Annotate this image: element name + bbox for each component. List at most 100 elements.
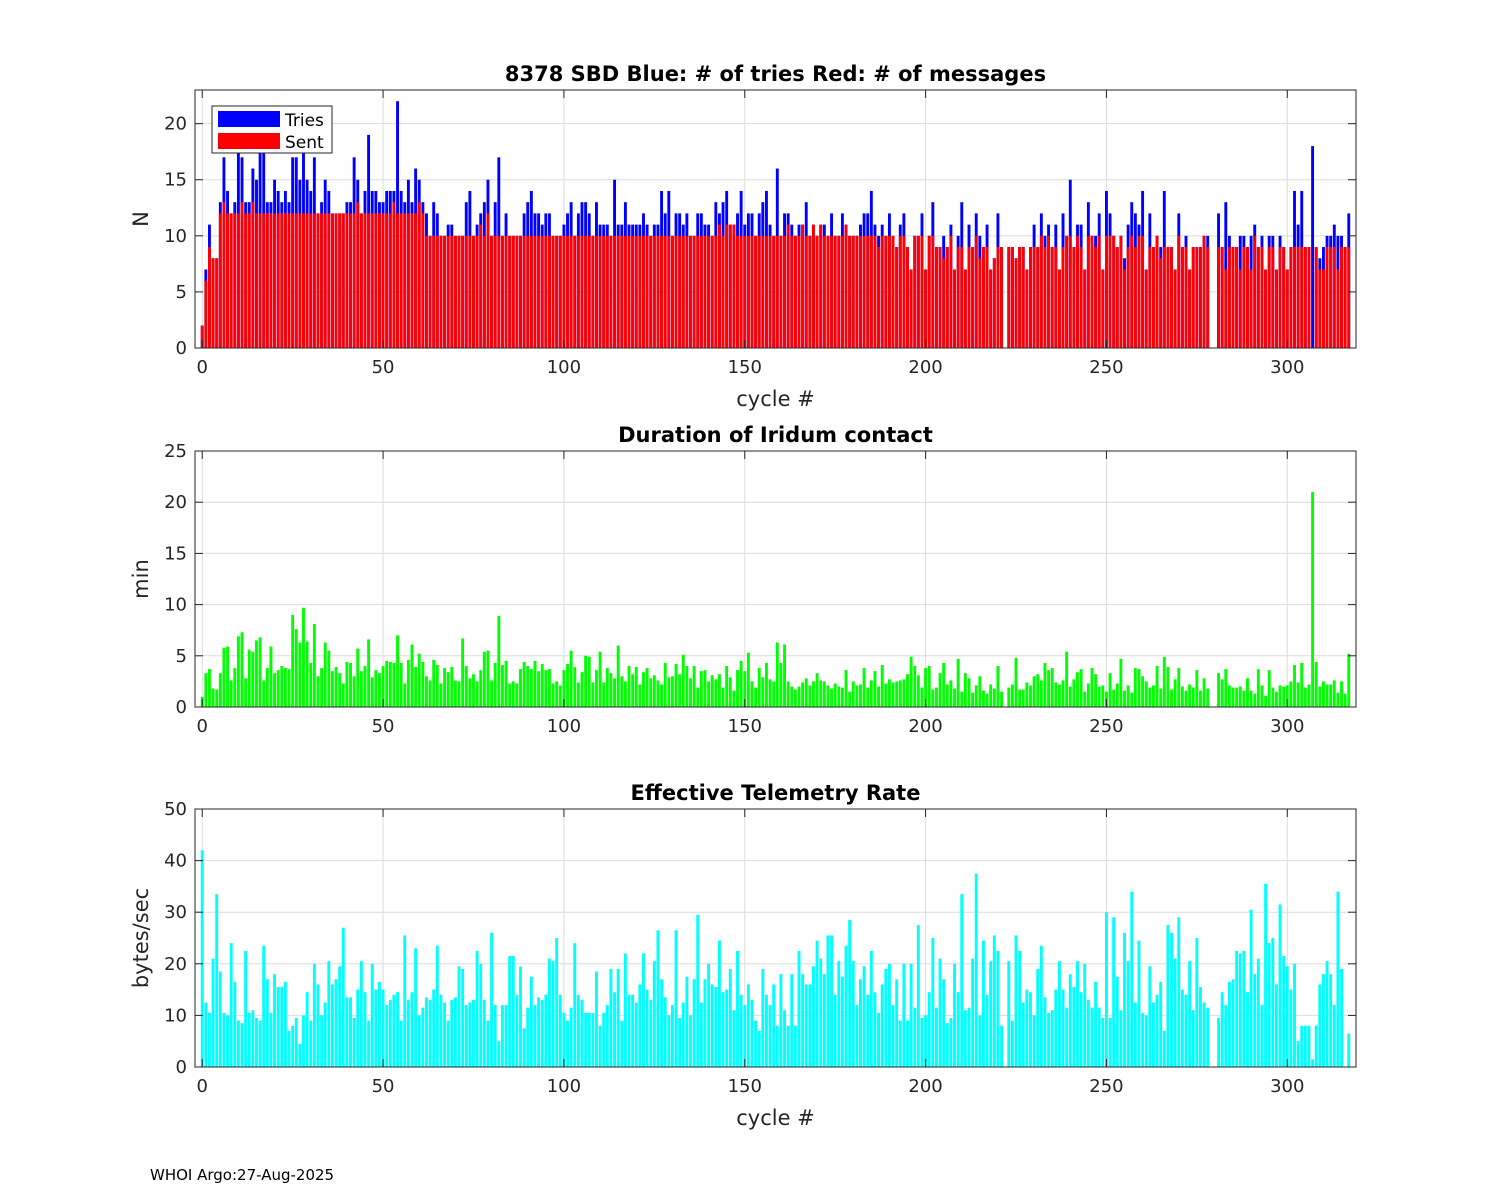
bar-sent xyxy=(1289,247,1293,348)
bar-duration xyxy=(938,673,942,707)
bar-sent xyxy=(1119,235,1123,348)
bar-sent xyxy=(689,235,692,348)
bar-duration xyxy=(721,687,725,707)
bar-duration xyxy=(949,680,953,707)
bar-duration xyxy=(443,668,447,707)
bar-sent xyxy=(468,235,472,348)
bar-rate xyxy=(848,919,852,1067)
bar-rate xyxy=(830,935,834,1067)
bar-sent xyxy=(1115,247,1119,348)
bar-sent xyxy=(1191,247,1195,348)
bar-sent xyxy=(1155,235,1159,348)
bar-rate xyxy=(280,987,284,1067)
bar-rate xyxy=(320,1015,324,1067)
bar-duration xyxy=(765,662,768,707)
bar-duration xyxy=(544,670,548,707)
bar-rate xyxy=(743,1005,747,1067)
bar-sent xyxy=(392,202,396,348)
bar-rate xyxy=(996,950,1000,1067)
bar-sent xyxy=(1014,258,1018,348)
x-tick-label: 150 xyxy=(728,357,762,378)
bar-rate xyxy=(1271,938,1275,1067)
bar-rate xyxy=(1141,1012,1145,1067)
bar-sent xyxy=(1307,247,1311,348)
bar-sent xyxy=(1032,247,1036,348)
bar-rate xyxy=(1307,1025,1311,1067)
bar-duration xyxy=(388,661,392,707)
bar-rate xyxy=(1130,891,1134,1067)
bar-sent xyxy=(620,235,624,348)
bar-duration xyxy=(555,681,559,707)
bar-sent xyxy=(967,247,971,348)
bar-sent xyxy=(931,235,935,348)
bar-sent xyxy=(479,224,483,348)
bar-sent xyxy=(793,235,797,348)
bar-rate xyxy=(844,945,848,1067)
bar-rate xyxy=(551,961,555,1067)
bar-rate xyxy=(678,1017,682,1067)
bar-sent xyxy=(345,213,349,348)
bar-sent xyxy=(229,213,233,348)
bar-sent xyxy=(1137,235,1141,348)
bar-sent xyxy=(1057,269,1061,348)
bar-rate xyxy=(330,984,334,1067)
bar-rate xyxy=(276,987,280,1067)
bar-duration xyxy=(1039,680,1043,707)
bar-rate xyxy=(457,966,461,1067)
bar-sent xyxy=(425,235,428,348)
bar-sent xyxy=(913,235,917,348)
bar-sent xyxy=(1231,247,1235,348)
bar-duration xyxy=(710,675,714,707)
bar-duration xyxy=(725,666,729,707)
bar-duration xyxy=(1282,686,1286,707)
bar-rate xyxy=(1021,1002,1025,1067)
bar-sent xyxy=(945,247,949,348)
bar-rate xyxy=(710,984,714,1067)
bar-rate xyxy=(1090,1007,1094,1067)
bar-sent xyxy=(627,235,631,348)
bar-sent xyxy=(1188,269,1192,348)
bar-duration xyxy=(750,681,754,707)
bar-rate xyxy=(1126,961,1130,1067)
bar-duration xyxy=(432,659,436,707)
bar-duration xyxy=(291,614,295,707)
bar-sent xyxy=(316,213,320,348)
bar-sent xyxy=(819,224,823,348)
legend-swatch-tries xyxy=(218,111,280,127)
bar-rate xyxy=(837,961,841,1067)
bar-rate xyxy=(215,894,219,1067)
bar-rate xyxy=(1094,981,1098,1067)
bar-duration xyxy=(305,641,309,707)
bar-rate xyxy=(616,968,620,1067)
bar-rate xyxy=(1166,925,1170,1067)
bar-duration xyxy=(960,691,964,707)
bar-duration xyxy=(1300,662,1304,707)
bar-duration xyxy=(826,685,830,707)
bar-sent xyxy=(374,213,378,348)
bar-duration xyxy=(464,666,468,707)
bar-rate xyxy=(877,1012,881,1067)
bar-duration xyxy=(696,687,700,707)
bar-sent xyxy=(482,235,486,348)
bar-duration xyxy=(218,673,222,707)
bar-sent xyxy=(1227,247,1231,348)
bar-sent xyxy=(920,235,924,348)
x-tick-label: 300 xyxy=(1270,357,1304,378)
bar-duration xyxy=(754,687,758,707)
bar-rate xyxy=(226,1015,229,1067)
bar-rate xyxy=(674,930,678,1067)
bar-sent xyxy=(1010,247,1014,348)
bar-duration xyxy=(909,656,913,707)
bar-rate xyxy=(1061,989,1065,1067)
bar-sent xyxy=(1249,269,1253,348)
bar-sent xyxy=(725,224,729,348)
bar-duration xyxy=(1141,676,1145,707)
bar-rate xyxy=(1112,917,1116,1067)
bar-duration xyxy=(877,686,881,707)
bar-sent xyxy=(1282,247,1286,348)
bar-rate xyxy=(736,950,739,1067)
bar-rate xyxy=(942,979,946,1067)
bar-sent xyxy=(1206,247,1210,348)
bar-rate xyxy=(1303,1025,1307,1067)
bar-duration xyxy=(812,681,815,707)
